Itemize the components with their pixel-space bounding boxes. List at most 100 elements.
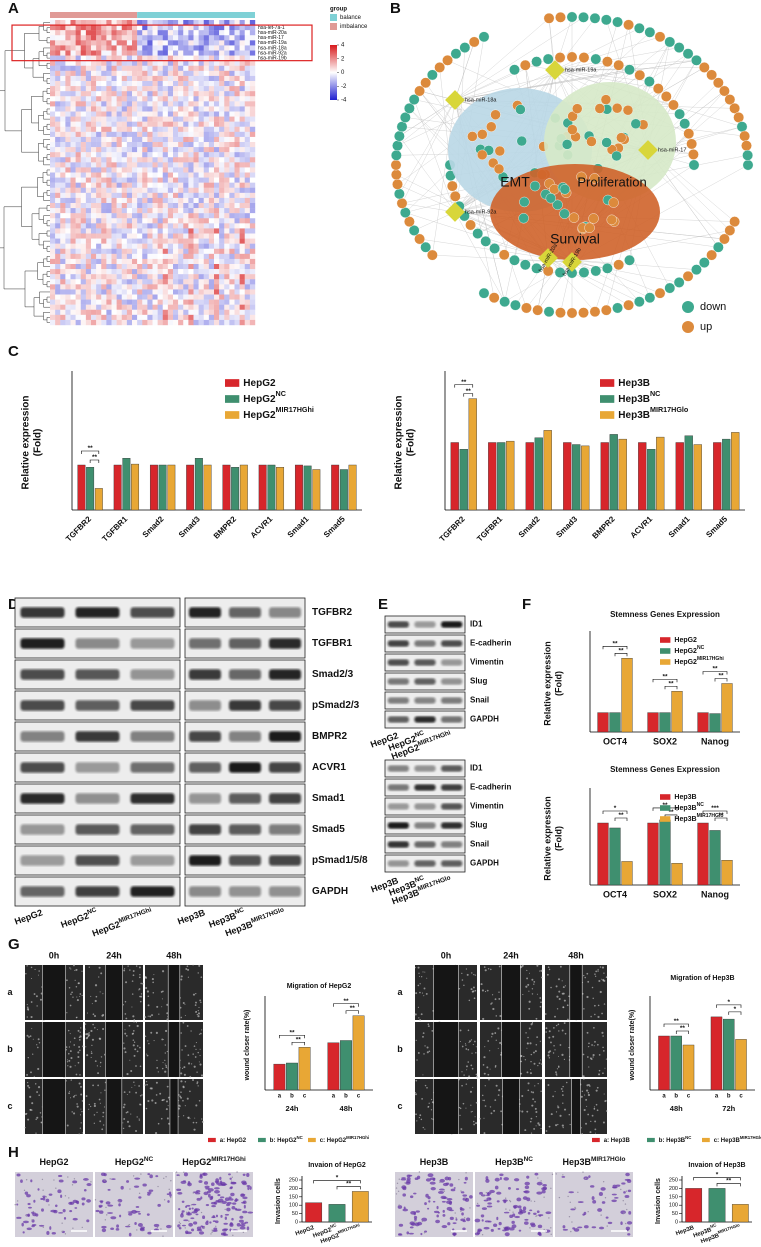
heatmap-cell [50,264,56,270]
heatmap-cell [106,182,112,188]
heatmap-cell [111,228,117,234]
heatmap-cell [116,157,122,163]
bar [597,712,609,733]
gene-node [578,11,589,23]
gene-node [393,130,405,142]
heatmap-cell [75,20,81,26]
cell-speckle [100,1092,102,1094]
heatmap-cell [173,218,179,224]
heatmap-cell [96,213,102,219]
heatmap-cell [193,238,199,244]
heatmap-cell [147,192,153,199]
gene-node [399,207,411,218]
heatmap-cell [208,136,215,143]
heatmap-cell [147,86,153,92]
heatmap-cell [96,86,102,92]
heatmap-cell [234,142,240,148]
heatmap-cell [132,243,138,249]
invaded-cell [119,1214,122,1218]
gene-node [559,208,570,219]
gene-node [478,287,490,299]
blot-band [130,638,175,649]
gene-node [691,54,702,66]
heatmap-cell [70,96,76,102]
heatmap-cell [132,157,138,163]
heatmap-cell [106,304,112,310]
heatmap-cell [152,289,158,295]
cell-speckle [555,1073,558,1076]
heatmap-cell [111,187,117,194]
heatmap-cell [75,248,81,255]
heatmap-cell [65,192,71,199]
blot-band [414,784,436,791]
cell-speckle [190,1030,192,1032]
heatmap-cell [214,25,220,31]
heatmap-cell [152,70,158,77]
heatmap-cell [162,20,169,26]
heatmap-cell [96,269,102,275]
heatmap-cell [75,289,81,295]
heatmap-cell [116,314,122,321]
heatmap-cell [152,157,158,163]
heatmap-cell [132,258,138,265]
heatmap-cell [203,101,210,107]
heatmap-cell [152,136,158,143]
significance-bracket [313,1180,361,1184]
heatmap-cell [50,157,56,163]
cell-speckle [164,1029,168,1033]
heatmap-cell [126,299,133,305]
heatmap-cell [214,187,220,194]
cell-speckle [146,990,150,993]
x-tick-label: BMPR2 [590,514,617,541]
cell-speckle [494,1065,497,1067]
gene-node [399,112,411,123]
heatmap-cell [65,20,71,26]
heatmap-cell [162,40,169,46]
heatmap-cell [198,81,204,87]
heatmap-cell [70,167,76,173]
cell-speckle [585,1098,588,1101]
cell-speckle [561,1029,564,1032]
heatmap-cell [193,187,199,194]
heatmap-cell [55,314,61,321]
heatmap-cell [65,177,71,183]
heatmap-cell [193,284,199,290]
cell-speckle [140,993,143,995]
heatmap-cell [101,223,107,229]
mirna-label: hsa-miR-19a [565,67,597,73]
heatmap-cell [80,233,87,239]
heatmap-cell [142,75,148,82]
heatmap-cell [70,101,76,107]
cell-speckle [90,1029,93,1033]
heatmap-cell [111,86,117,92]
heatmap-cell [55,30,61,36]
gene-node [542,53,554,65]
cell-speckle [85,1046,87,1048]
heatmap-cell [132,238,138,244]
heatmap-cell [219,30,225,36]
heatmap-cell [132,45,138,51]
heatmap-cell [91,223,97,229]
heatmap-cell [244,279,251,285]
heatmap-cell [142,238,148,244]
blot-band [441,822,463,829]
heatmap-cell [214,81,220,87]
blot-band [229,855,261,866]
cell-speckle [35,1118,37,1121]
image-title-sup: NC [144,1156,154,1163]
invaded-cell [229,1222,234,1227]
heatmap-cell [132,142,138,148]
heatmap-cell [80,55,87,61]
heatmap-cell [244,25,251,31]
heatmap-cell [229,172,235,178]
heatmap-cell [137,284,143,290]
legend-label-main: Hep3B [618,410,650,421]
heatmap-cell [147,167,153,173]
heatmap-cell [193,274,199,280]
cell-speckle [162,1039,164,1041]
heatmap-cell [147,218,153,224]
heatmap-cell [101,162,107,168]
bar [731,1204,749,1223]
heatmap-cell [234,131,240,138]
legend-label: imbalance [340,24,368,30]
